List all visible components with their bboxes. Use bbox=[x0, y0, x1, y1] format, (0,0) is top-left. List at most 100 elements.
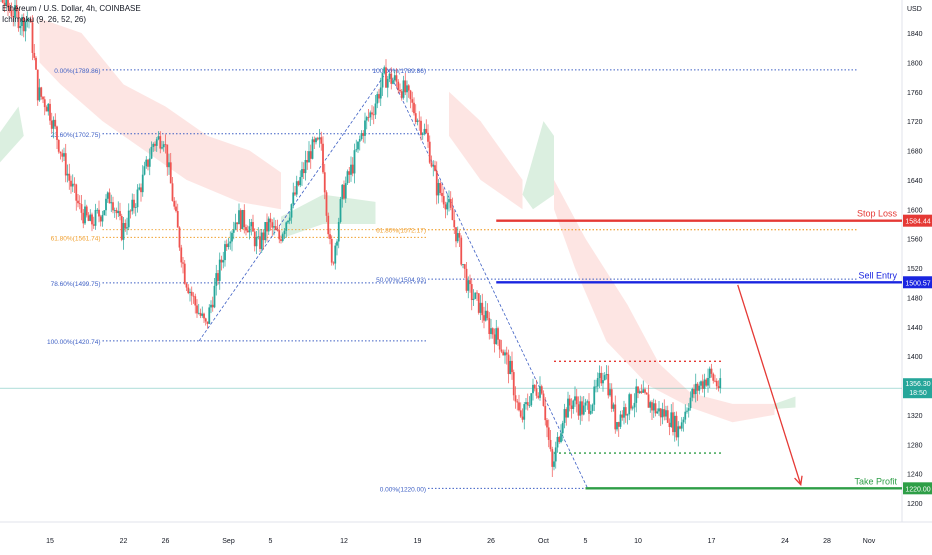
candle-body bbox=[693, 389, 695, 395]
candle-body bbox=[323, 172, 326, 193]
candle-body bbox=[371, 112, 373, 115]
candle-body bbox=[180, 247, 183, 263]
candle-body bbox=[148, 158, 151, 167]
candle-body bbox=[176, 211, 179, 228]
candle-body bbox=[190, 291, 193, 296]
x-axis-tick-label: 19 bbox=[414, 538, 422, 545]
candle-body bbox=[680, 422, 683, 429]
candle-body bbox=[423, 128, 426, 134]
candle-body bbox=[404, 80, 407, 93]
candle-body bbox=[444, 204, 447, 210]
candle-body bbox=[204, 318, 207, 322]
candle-body bbox=[518, 402, 520, 411]
candle-body bbox=[155, 139, 158, 146]
candle-body bbox=[640, 391, 643, 393]
candle-body bbox=[278, 230, 281, 240]
candle-body bbox=[630, 394, 632, 409]
candle-body bbox=[523, 404, 526, 420]
candle-body bbox=[295, 181, 298, 195]
candle-body bbox=[35, 57, 37, 70]
candle-body bbox=[31, 22, 34, 53]
candle-body bbox=[164, 144, 167, 146]
candle-body bbox=[105, 198, 107, 211]
candle-body bbox=[252, 222, 254, 232]
candle-body bbox=[649, 402, 652, 408]
candle-body bbox=[96, 209, 99, 211]
candle-body bbox=[638, 391, 641, 394]
candle-body bbox=[712, 373, 715, 381]
candle-body bbox=[397, 81, 400, 90]
candle-body bbox=[92, 224, 95, 226]
candle-body bbox=[10, 10, 13, 17]
candle-body bbox=[432, 165, 435, 167]
current-price-label: 1356.30 bbox=[905, 381, 930, 388]
candle-body bbox=[344, 183, 347, 199]
candle-body bbox=[22, 17, 25, 32]
candle-body bbox=[400, 91, 403, 98]
candle-body bbox=[208, 307, 211, 324]
candle-body bbox=[301, 169, 303, 178]
candle-body bbox=[274, 226, 277, 230]
candle-body bbox=[227, 243, 230, 248]
candle-body bbox=[288, 217, 291, 221]
chart-legend: Ethereum / U.S. Dollar, 4h, COINBASE Ich… bbox=[2, 3, 141, 25]
candle-body bbox=[392, 80, 394, 84]
y-axis-tick-label: 1240 bbox=[907, 472, 923, 479]
candle-body bbox=[542, 393, 545, 406]
candle-body bbox=[714, 380, 716, 382]
candle-body bbox=[82, 212, 85, 224]
candle-body bbox=[339, 199, 342, 222]
candle-body bbox=[358, 139, 361, 142]
candle-body bbox=[584, 402, 587, 406]
candle-body bbox=[365, 117, 368, 121]
candle-body bbox=[266, 222, 268, 232]
candle-body bbox=[374, 103, 377, 115]
candle-body bbox=[672, 412, 674, 433]
candle-body bbox=[42, 96, 44, 100]
y-axis-tick-label: 1720 bbox=[907, 119, 923, 126]
candle-body bbox=[493, 334, 496, 345]
candle-body bbox=[311, 139, 314, 159]
candle-body bbox=[294, 192, 296, 195]
candle-body bbox=[225, 244, 228, 248]
candle-body bbox=[173, 200, 176, 207]
candle-body bbox=[406, 85, 408, 93]
candle-body bbox=[222, 260, 225, 263]
candle-body bbox=[579, 401, 582, 416]
candle-body bbox=[122, 223, 125, 240]
y-axis-tick-label: 1400 bbox=[907, 354, 923, 361]
cloud-red-area bbox=[554, 179, 775, 423]
y-axis-tick-label: 1480 bbox=[907, 295, 923, 302]
candle-body bbox=[418, 120, 421, 122]
candle-body bbox=[320, 137, 323, 144]
candle-body bbox=[187, 287, 190, 294]
x-axis-tick-label: 22 bbox=[120, 538, 128, 545]
candle-body bbox=[171, 183, 174, 201]
candle-body bbox=[299, 177, 302, 186]
candle-body bbox=[540, 386, 543, 394]
candle-body bbox=[378, 94, 380, 99]
candle-body bbox=[509, 360, 512, 375]
x-axis-tick-label: 17 bbox=[708, 538, 716, 545]
candle-body bbox=[28, 19, 30, 21]
candle-body bbox=[582, 405, 585, 415]
candle-body bbox=[327, 215, 330, 235]
candle-body bbox=[658, 408, 660, 412]
candle-body bbox=[120, 215, 123, 240]
candle-body bbox=[700, 381, 702, 386]
candle-body bbox=[224, 244, 226, 261]
candle-body bbox=[297, 181, 300, 186]
candle-body bbox=[458, 233, 461, 238]
candle-body bbox=[442, 196, 445, 205]
candle-body bbox=[602, 380, 604, 384]
candle-body bbox=[505, 352, 508, 355]
candle-body bbox=[701, 381, 704, 389]
candle-body bbox=[383, 67, 386, 74]
candle-body bbox=[659, 408, 662, 418]
candle-body bbox=[612, 404, 615, 409]
candle-body bbox=[84, 206, 86, 224]
candle-body bbox=[243, 210, 246, 228]
trade-arrow-head bbox=[794, 475, 803, 487]
